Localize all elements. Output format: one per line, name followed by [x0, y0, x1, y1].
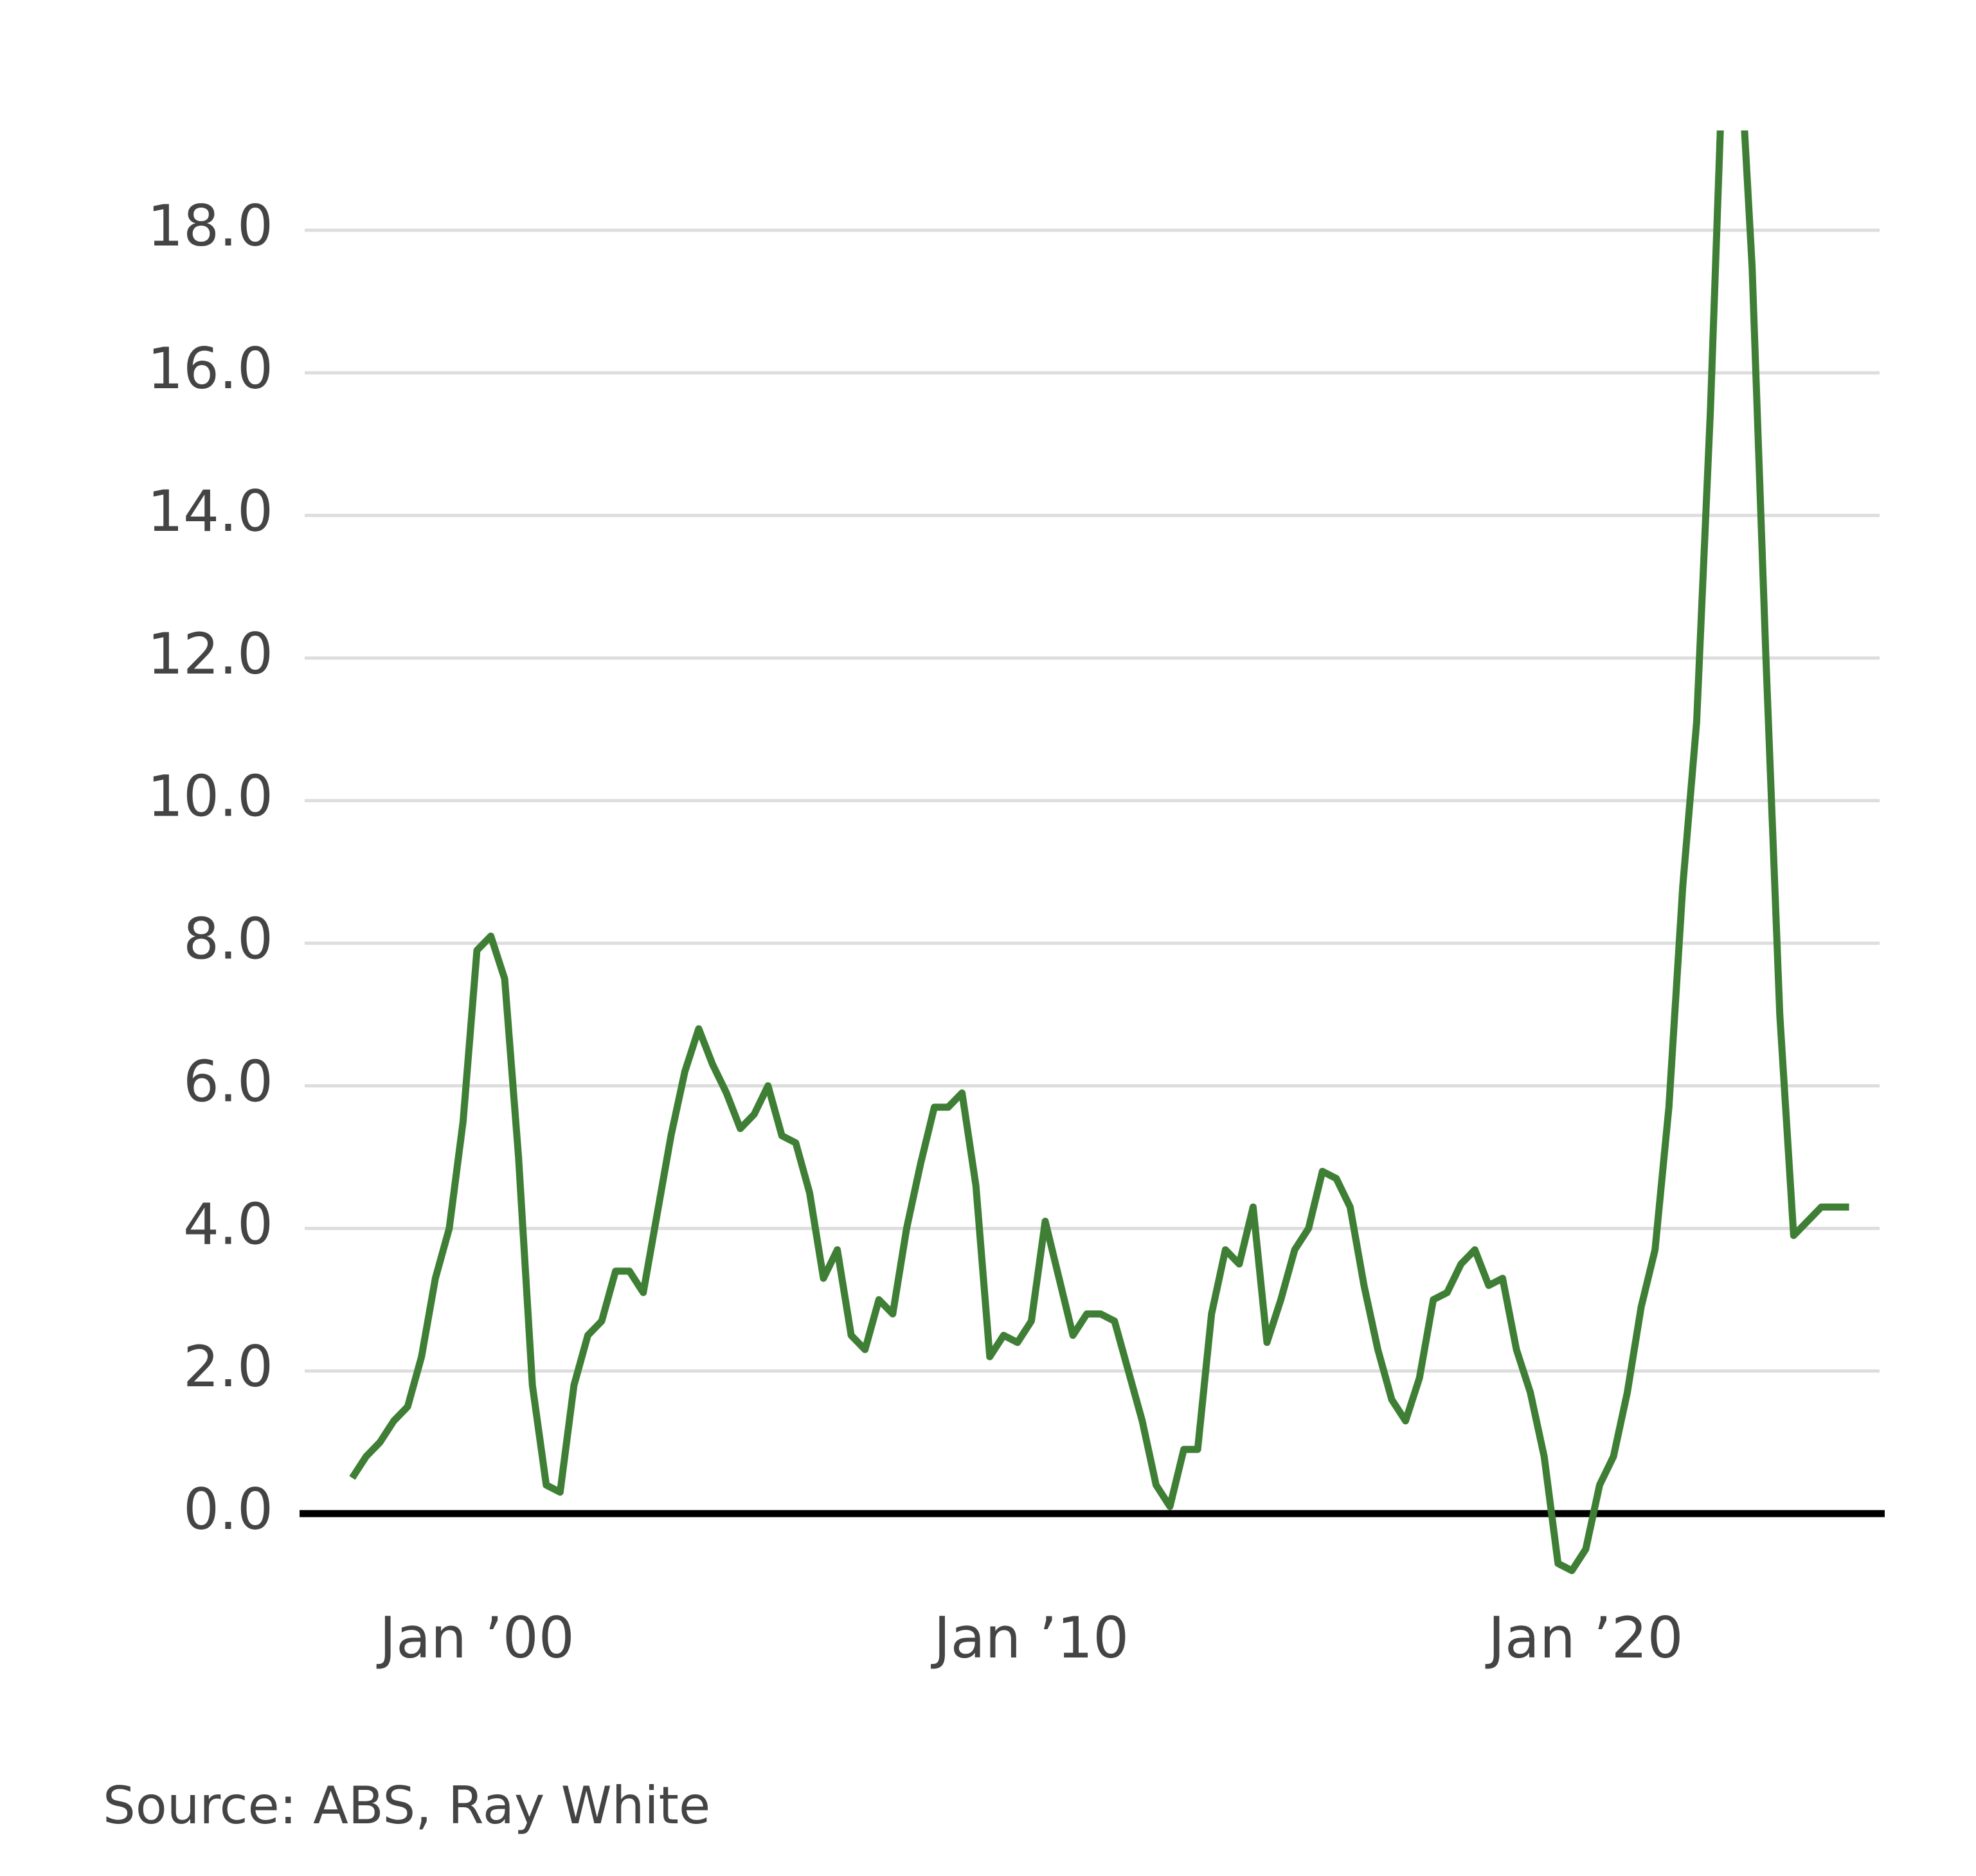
y-tick-label: 10.0 [147, 764, 273, 830]
y-tick-label: 14.0 [147, 478, 273, 544]
data-line [349, 130, 1849, 1575]
y-tick-label: 2.0 [183, 1334, 273, 1400]
y-tick-label: 12.0 [147, 621, 273, 687]
y-tick-label: 8.0 [183, 906, 273, 972]
source-note: Source: ABS, Ray White [103, 1776, 710, 1836]
y-tick-label: 4.0 [183, 1191, 273, 1257]
x-tick-label: Jan ’20 [1485, 1605, 1684, 1671]
y-tick-label: 0.0 [183, 1476, 273, 1542]
y-tick-label: 6.0 [183, 1048, 273, 1114]
y-tick-label: 16.0 [147, 335, 273, 402]
x-tick-label: Jan ’10 [931, 1605, 1129, 1671]
y-tick-label: 18.0 [147, 193, 273, 259]
x-tick-label: Jan ’00 [376, 1605, 575, 1671]
